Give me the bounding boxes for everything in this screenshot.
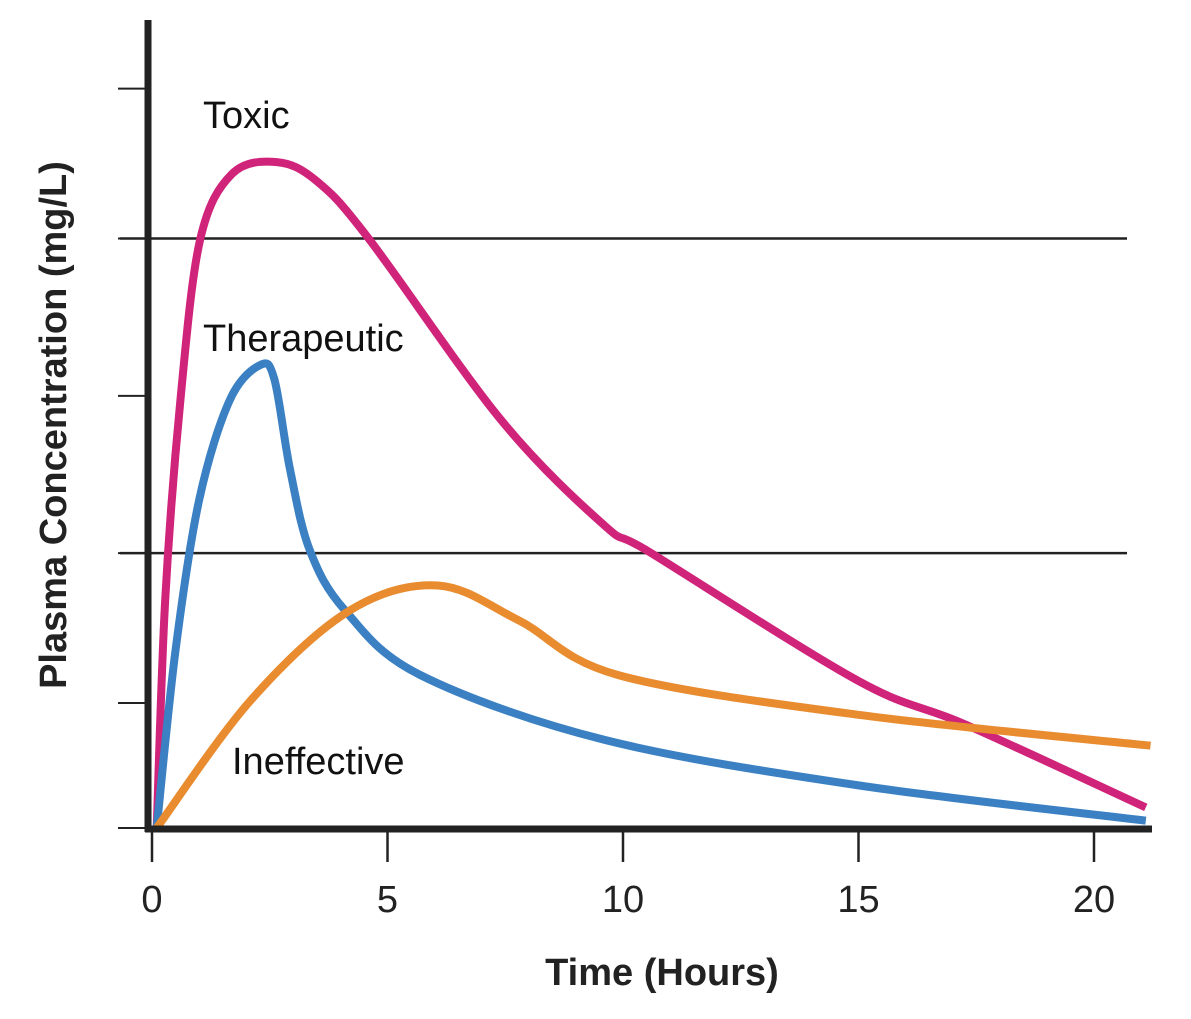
x-tick-label-1: 5 [377,879,398,921]
x-tick-label-2: 10 [602,879,644,921]
annotation-therapeutic: Therapeutic [203,318,404,360]
x-tick-label-0: 0 [141,879,162,921]
therapeutic-curve [152,359,1147,829]
annotation-ineffective: Ineffective [232,741,405,783]
ineffective-curve [153,581,1151,831]
x-axis-title: Time (Hours) [545,952,779,994]
y-axis-title: Plasma Concentration (mg/L) [33,161,75,689]
x-tick-label-4: 20 [1073,879,1115,921]
x-tick-label-3: 15 [837,879,879,921]
toxic-curve [152,157,1148,829]
annotation-toxic: Toxic [203,95,290,137]
